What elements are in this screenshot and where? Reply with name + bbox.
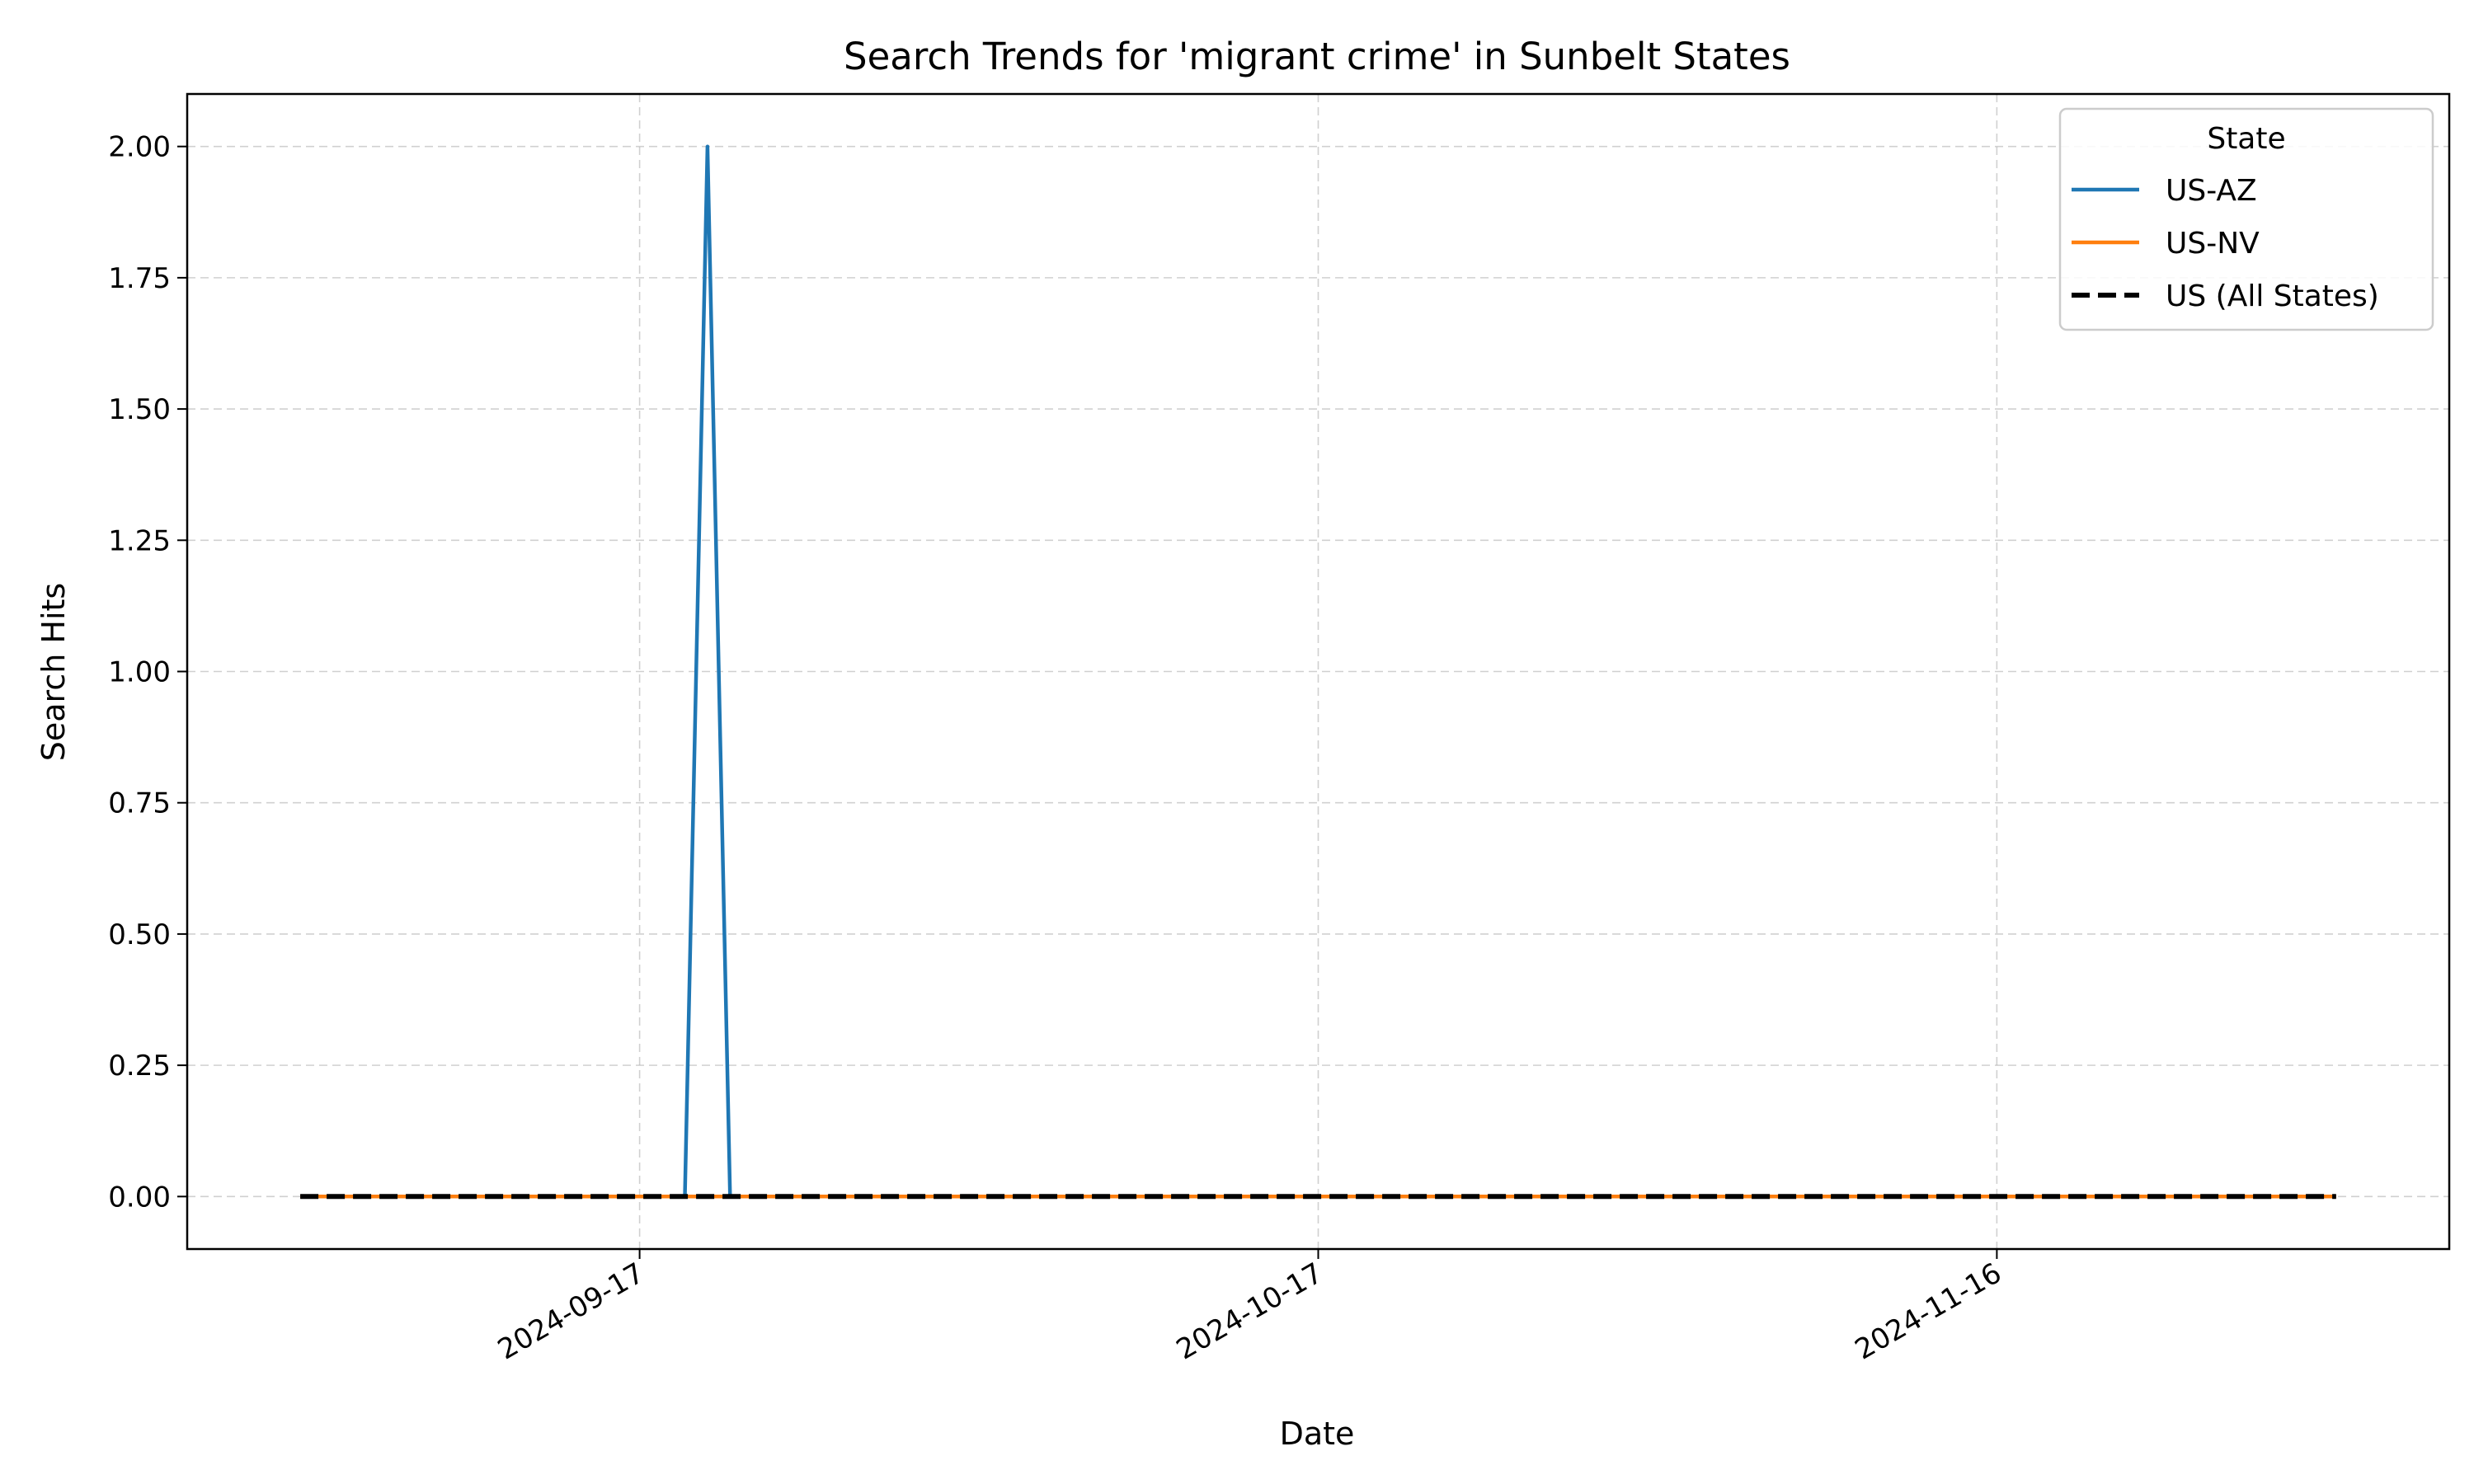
y-tick-label: 2.00 <box>108 131 171 164</box>
y-tick-label: 0.25 <box>108 1050 171 1082</box>
y-tick-label: 1.00 <box>108 656 171 689</box>
chart-title: Search Trends for 'migrant crime' in Sun… <box>844 35 1790 78</box>
y-tick-label: 0.50 <box>108 918 171 951</box>
legend-frame <box>2058 107 2434 331</box>
legend-label: US (All States) <box>2166 279 2379 313</box>
legend-label: US-AZ <box>2166 174 2257 208</box>
x-axis-label: Date <box>1280 1416 1355 1452</box>
y-tick-label: 1.25 <box>108 524 171 557</box>
y-tick-label: 0.75 <box>108 787 171 820</box>
legend-label: US-NV <box>2166 227 2260 261</box>
series-lines <box>300 144 2336 1200</box>
y-tick-label: 1.75 <box>108 262 171 295</box>
legend-title: State <box>2207 122 2285 156</box>
y-axis: 0.00 0.25 0.50 0.75 1.00 1.25 1.50 1.75 2.00 <box>108 131 187 1214</box>
legend: State US-AZ US-NV US (All States) <box>2058 107 2434 331</box>
y-tick-label: 0.00 <box>108 1181 171 1214</box>
y-tick-label: 1.50 <box>108 393 171 426</box>
y-axis-label: Search Hits <box>35 583 72 761</box>
